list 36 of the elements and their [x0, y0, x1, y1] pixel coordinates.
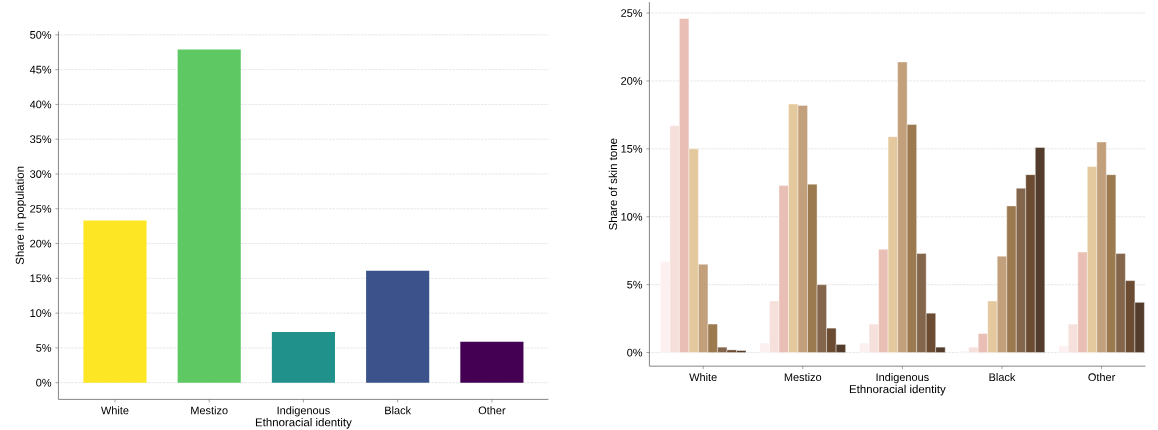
bar: [83, 220, 147, 383]
bar: [271, 331, 335, 383]
y-tick-label: 35%: [30, 135, 52, 144]
y-tick-label: 45%: [29, 65, 52, 74]
y-tick-label: 20%: [30, 239, 52, 248]
x-axis-title: Ethnoracial identity: [849, 384, 946, 396]
y-tick-label: 15%: [621, 145, 643, 153]
y-tick-label: 25%: [621, 9, 643, 17]
y-tick-label: 30%: [30, 170, 52, 178]
x-tick-label: Black: [989, 373, 1016, 382]
y-tick-label: 50%: [30, 30, 52, 39]
y-tick-label: 15%: [30, 274, 52, 283]
x-tick-label: Other: [478, 406, 506, 415]
y-tick-label: 20%: [621, 77, 643, 85]
y-tick-label: 25%: [30, 204, 52, 213]
x-tick-label: Black: [385, 406, 412, 415]
x-tick-label: White: [689, 373, 717, 382]
y-tick-label: 10%: [621, 212, 643, 221]
y-axis-title: Share of skin tone: [608, 138, 618, 230]
bar: [460, 341, 524, 383]
y-tick-label: 5%: [627, 280, 643, 289]
x-tick-label: Indigenous: [277, 406, 330, 417]
x-tick-label: Mestizo: [784, 373, 822, 382]
x-tick-label: Indigenous: [876, 373, 929, 384]
y-tick-label: 0%: [36, 378, 52, 387]
y-tick-label: 40%: [29, 100, 52, 109]
x-tick-label: Mestizo: [191, 406, 228, 415]
y-tick-label: 10%: [30, 309, 52, 318]
y-tick-label: 5%: [36, 344, 52, 352]
y-axis-title: Share in population: [15, 166, 27, 265]
x-axis-title: Ethnoracial identity: [255, 417, 352, 429]
x-tick-label: White: [101, 406, 129, 415]
x-tick-label: Other: [1088, 373, 1116, 382]
y-tick-label: 0%: [627, 348, 643, 357]
bar: [366, 270, 430, 383]
bar: [177, 49, 241, 383]
